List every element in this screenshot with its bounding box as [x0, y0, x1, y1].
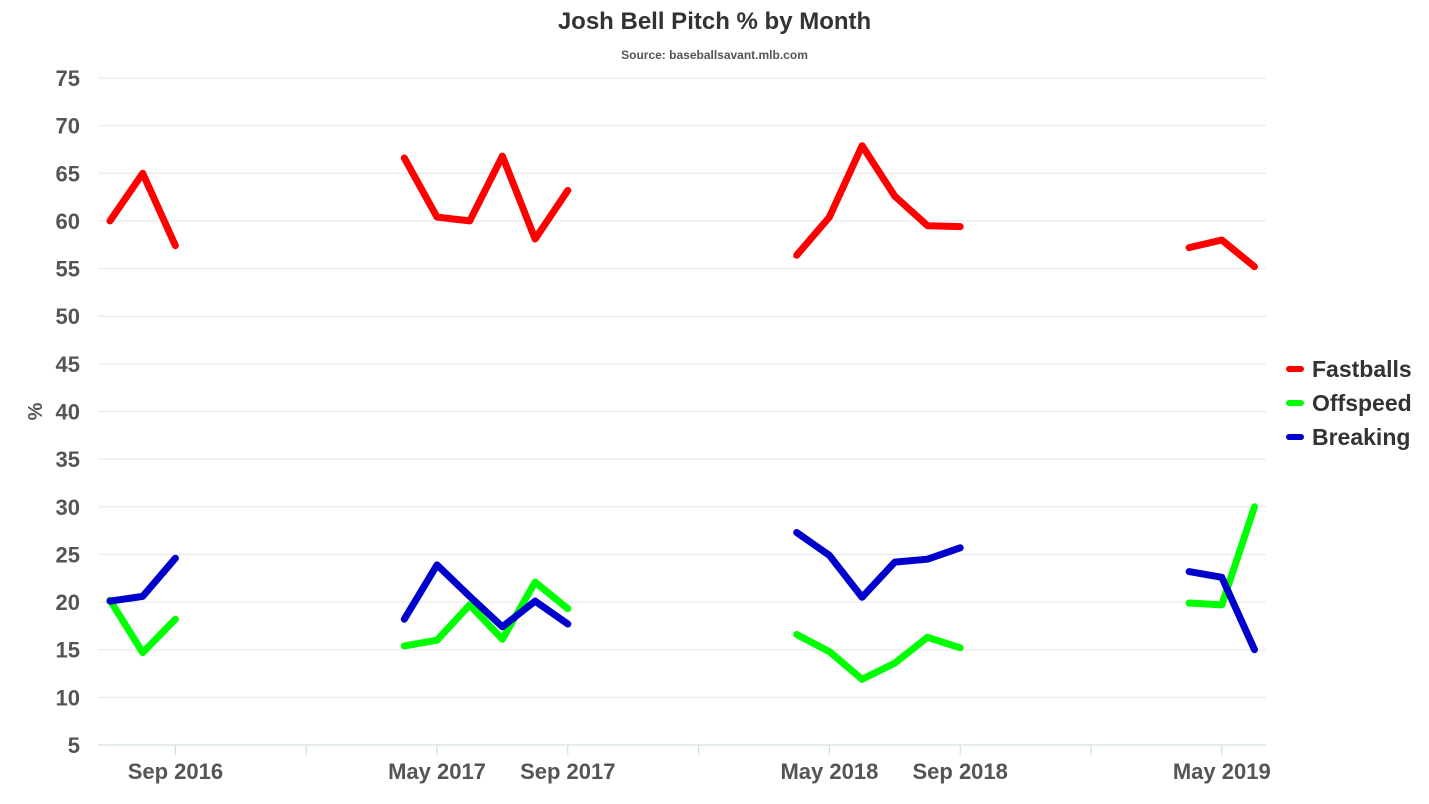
y-tick-label: 25 [56, 542, 80, 567]
series-line-offspeed [400, 578, 572, 650]
y-tick-label: 20 [56, 590, 80, 615]
series-line-fastballs [793, 142, 964, 259]
y-tick-label: 55 [56, 257, 80, 282]
y-tick-label: 70 [56, 114, 80, 139]
x-tick-label: Sep 2017 [520, 759, 615, 784]
x-tick-label: Sep 2016 [128, 759, 223, 784]
legend-label-breaking: Breaking [1312, 423, 1411, 450]
legend-label-offspeed: Offspeed [1312, 389, 1412, 416]
series-line-offspeed [1185, 503, 1258, 609]
x-tick-label: May 2017 [388, 759, 486, 784]
legend-swatch-offspeed [1286, 400, 1304, 406]
y-tick-label: 60 [56, 209, 80, 234]
x-tick-label: May 2019 [1173, 759, 1271, 784]
series-line-offspeed [106, 596, 179, 657]
series-line-fastballs [106, 169, 179, 250]
series-line-breaking [793, 529, 964, 601]
series-line-breaking [400, 561, 572, 631]
y-tick-label: 35 [56, 447, 80, 472]
y-tick-label: 75 [56, 66, 80, 91]
y-axis-title: % [25, 402, 47, 420]
y-tick-label: 50 [56, 304, 80, 329]
chart-subtitle: Source: baseballsavant.mlb.com [621, 48, 808, 62]
series-line-fastballs [1185, 236, 1258, 271]
legend-item-fastballs: Fastballs [1286, 352, 1412, 386]
legend-item-breaking: Breaking [1286, 420, 1412, 454]
legend-swatch-breaking [1286, 434, 1304, 440]
series-lines [106, 142, 1258, 683]
series-line-breaking [106, 554, 179, 605]
y-tick-label: 10 [56, 685, 80, 710]
y-tick-label: 5 [68, 733, 80, 758]
legend-item-offspeed: Offspeed [1286, 386, 1412, 420]
series-line-offspeed [793, 631, 964, 683]
y-tick-label: 65 [56, 161, 80, 186]
x-axis: Sep 2016 May 2017 Sep 2017 May 2018 Sep 2018… [98, 744, 1271, 784]
y-tick-label: 45 [56, 352, 80, 377]
chart-title: Josh Bell Pitch % by Month [557, 8, 872, 35]
legend: Fastballs Offspeed Breaking [1286, 352, 1412, 454]
gridlines [98, 77, 1266, 698]
y-tick-label: 15 [56, 638, 80, 663]
y-tick-label: 30 [56, 495, 80, 520]
series-line-breaking [1185, 568, 1258, 654]
series-line-fastballs [400, 152, 572, 243]
x-tick-label: Sep 2018 [912, 759, 1007, 784]
y-axis: 5 10 15 20 25 30 35 40 45 50 55 60 65 70 75 [56, 66, 80, 758]
y-tick-label: 40 [56, 400, 80, 425]
legend-label-fastballs: Fastballs [1312, 355, 1412, 382]
x-tick-label: May 2018 [780, 759, 878, 784]
legend-swatch-fastballs [1286, 366, 1304, 372]
